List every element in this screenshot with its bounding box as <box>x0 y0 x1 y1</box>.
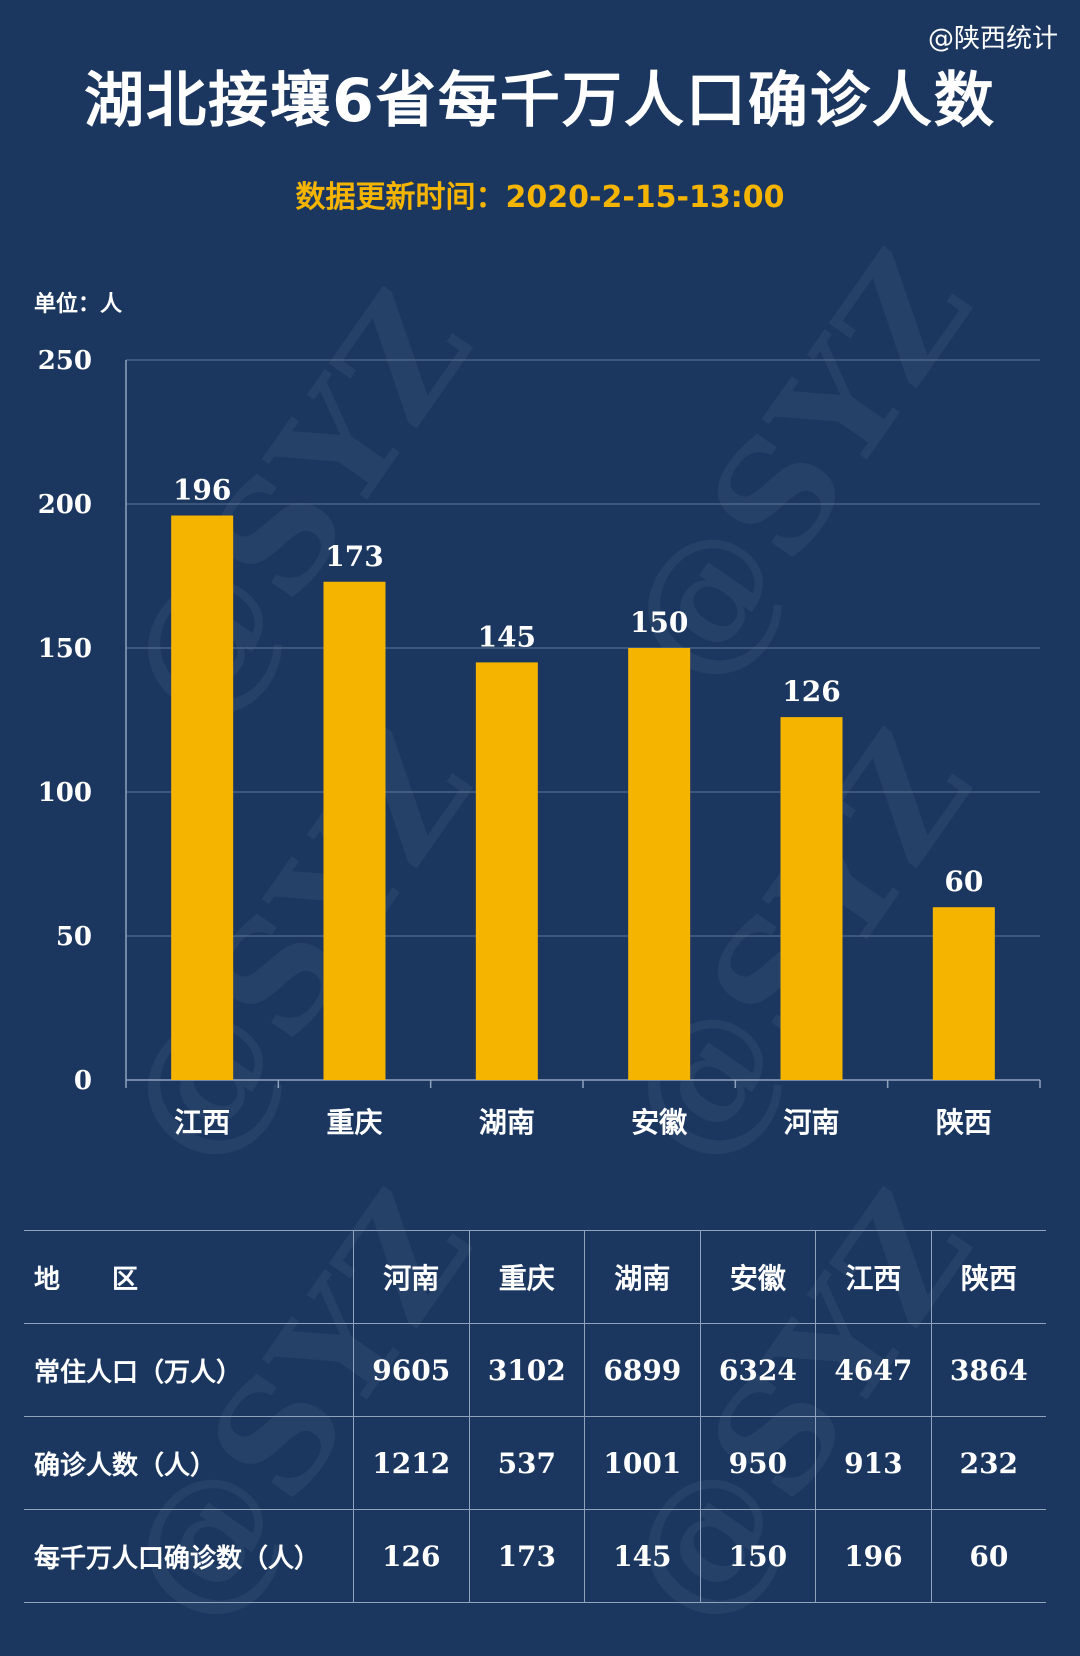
table-cell: 1001 <box>584 1416 701 1510</box>
x-tick-label: 安徽 <box>631 1106 688 1139</box>
table-header-cell: 安徽 <box>699 1230 816 1324</box>
bar <box>475 662 538 1080</box>
table-cell: 950 <box>699 1416 816 1510</box>
table-cell: 232 <box>930 1416 1046 1510</box>
table-row: 常住人口（万人） 9605 3102 6899 6324 4647 3864 <box>24 1323 1046 1417</box>
table-header-cell: 陕西 <box>930 1230 1046 1324</box>
bar <box>628 648 691 1080</box>
table-cell: 6899 <box>584 1323 701 1417</box>
table-cell: 173 <box>468 1509 585 1603</box>
y-tick-label: 50 <box>56 922 92 952</box>
data-label: 173 <box>325 540 383 573</box>
x-tick-label: 陕西 <box>936 1106 992 1139</box>
y-tick-label: 0 <box>74 1066 92 1096</box>
data-label: 150 <box>630 606 688 639</box>
table-header-cell: 湖南 <box>584 1230 701 1324</box>
page-title: 湖北接壤6省每千万人口确诊人数 <box>84 66 996 136</box>
table-cell: 4647 <box>815 1323 932 1417</box>
table-cell: 537 <box>468 1416 585 1510</box>
table-cell: 126 <box>353 1509 470 1603</box>
bar-chart: 0 50 100 150 200 250 196 江西 173 重庆 145 湖南 150 安徽 126 河南… <box>38 346 1041 1139</box>
table-header-cell: 地 区 <box>24 1230 354 1324</box>
table-header-cell: 重庆 <box>468 1230 585 1324</box>
table-header-cell: 江西 <box>815 1230 932 1324</box>
y-tick-label: 150 <box>38 634 92 664</box>
x-tick-label: 江西 <box>174 1106 230 1139</box>
y-tick-label: 250 <box>38 346 92 376</box>
table-cell: 196 <box>815 1509 932 1603</box>
table-header-cell: 河南 <box>353 1230 470 1324</box>
unit-label: 单位：人 <box>34 292 123 317</box>
data-label: 60 <box>944 865 983 898</box>
update-time: 数据更新时间：2020-2-15-13:00 <box>295 180 785 215</box>
x-tick-label: 湖南 <box>479 1106 535 1139</box>
y-tick-label: 100 <box>38 778 92 808</box>
table-cell: 9605 <box>353 1323 470 1417</box>
bar <box>171 515 234 1080</box>
x-tick-label: 重庆 <box>326 1106 382 1139</box>
table-row: 每千万人口确诊数（人） 126 173 145 150 196 60 <box>24 1509 1046 1603</box>
table-cell: 3102 <box>468 1323 585 1417</box>
bar <box>932 907 995 1080</box>
table-row: 确诊人数（人） 1212 537 1001 950 913 232 <box>24 1416 1046 1510</box>
table-row-label: 确诊人数（人） <box>24 1416 354 1510</box>
table-row-label: 每千万人口确诊数（人） <box>24 1509 354 1603</box>
data-label: 196 <box>173 474 231 507</box>
table-cell: 913 <box>815 1416 932 1510</box>
y-tick-label: 200 <box>38 490 92 520</box>
source-watermark: @陕西统计 <box>927 24 1058 54</box>
data-table: 地 区 河南 重庆 湖南 安徽 江西 陕西 常住人口（万人） 9605 3102… <box>24 1230 1046 1603</box>
table-cell: 145 <box>584 1509 701 1603</box>
table-cell: 60 <box>930 1509 1046 1603</box>
bar <box>323 581 386 1080</box>
x-tick-label: 河南 <box>783 1106 839 1139</box>
data-label: 145 <box>478 620 536 653</box>
table-cell: 150 <box>699 1509 816 1603</box>
table-header-row: 地 区 河南 重庆 湖南 安徽 江西 陕西 <box>24 1230 1046 1324</box>
table-cell: 1212 <box>353 1416 470 1510</box>
data-label: 126 <box>782 675 840 708</box>
bar <box>780 717 843 1080</box>
table-row-label: 常住人口（万人） <box>24 1323 354 1417</box>
table-cell: 6324 <box>699 1323 816 1417</box>
table-cell: 3864 <box>930 1323 1046 1417</box>
